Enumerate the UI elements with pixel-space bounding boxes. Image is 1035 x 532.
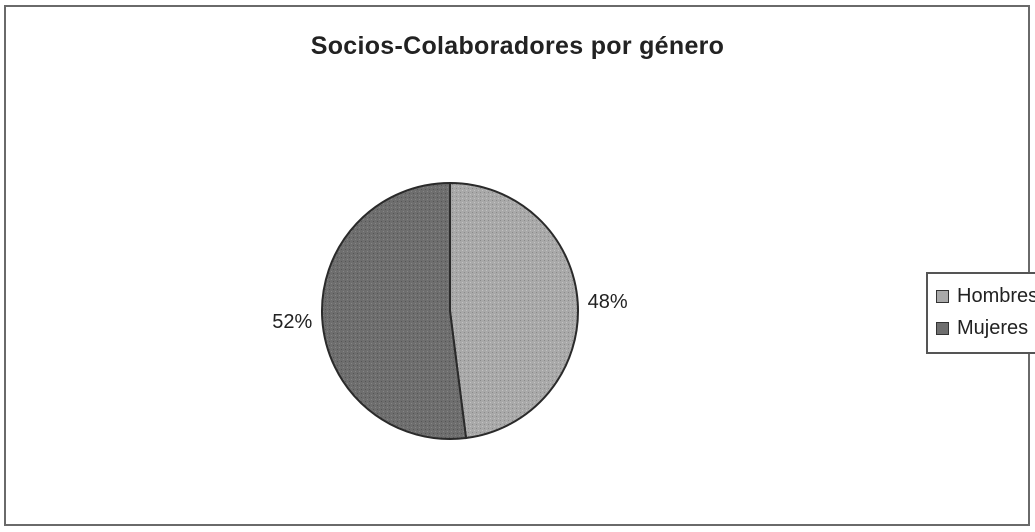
chart-title: Socios-Colaboradores por género	[310, 32, 725, 60]
pie-slice-hombres	[449, 181, 579, 440]
legend-swatch-hombres	[936, 289, 949, 303]
legend-item-hombres: Hombres	[936, 280, 1035, 312]
pie-slice-mujeres	[321, 181, 468, 440]
pie-slices	[321, 181, 579, 440]
legend-swatch-mujeres	[936, 321, 949, 335]
slice-label-hombres: 48%	[588, 291, 628, 313]
legend: Hombres Mujeres	[926, 272, 1035, 354]
legend-label-mujeres: Mujeres	[957, 316, 1029, 339]
legend-label-hombres: Hombres	[957, 284, 1035, 307]
slice-label-mujeres: 52%	[272, 311, 312, 333]
pie-labels: 48% 52%	[272, 291, 628, 333]
legend-item-mujeres: Mujeres	[936, 312, 1035, 344]
